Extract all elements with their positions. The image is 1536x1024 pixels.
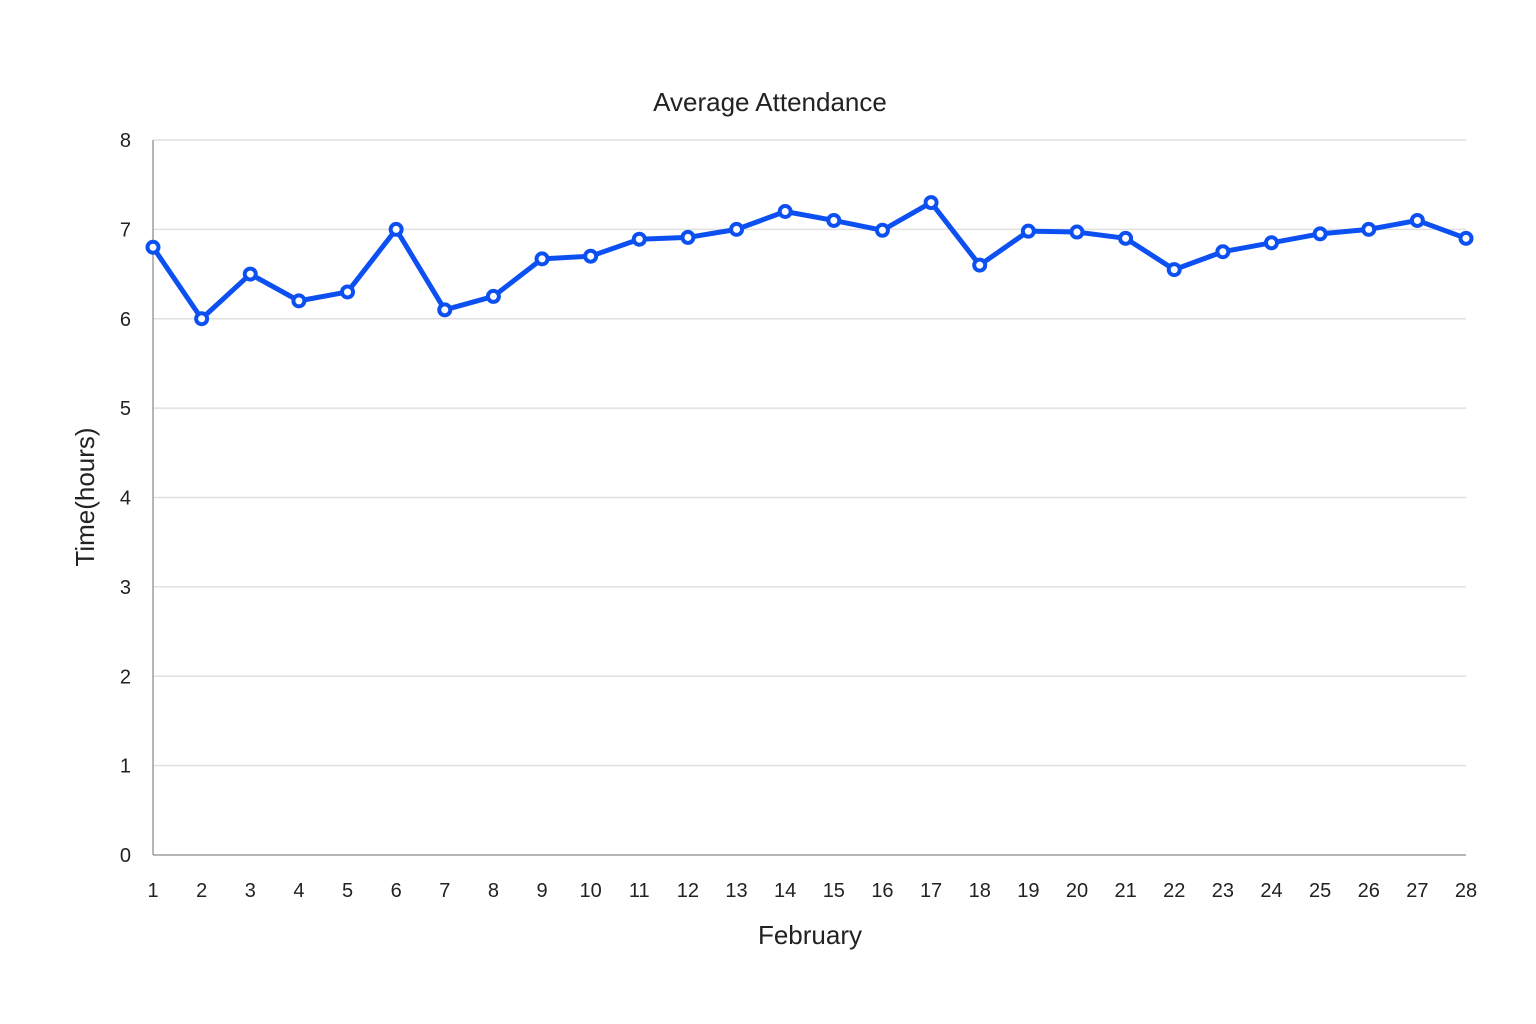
- data-point-20[interactable]: [1069, 224, 1085, 240]
- x-tick-label: 6: [391, 880, 402, 902]
- data-point-7[interactable]: [437, 302, 453, 318]
- data-point-25[interactable]: [1312, 226, 1328, 242]
- data-point-27[interactable]: [1409, 212, 1425, 228]
- data-point-18[interactable]: [972, 257, 988, 273]
- series-layer: [150, 200, 1469, 322]
- y-tick-label: 4: [120, 488, 131, 510]
- x-tick-label: 10: [580, 880, 602, 902]
- data-point-21[interactable]: [1118, 230, 1134, 246]
- x-tick-label: 24: [1260, 880, 1282, 902]
- y-tick-label: 2: [120, 666, 131, 688]
- x-tick-label: 20: [1066, 880, 1088, 902]
- x-tick-label: 17: [920, 880, 942, 902]
- axes: [152, 140, 1466, 856]
- y-tick-label: 8: [120, 130, 131, 152]
- x-tick-label: 26: [1358, 880, 1380, 902]
- chart-title: Average Attendance: [653, 87, 887, 117]
- x-tick-label: 5: [342, 880, 353, 902]
- y-tick-label: 7: [120, 219, 131, 241]
- x-axis-ticks: 1 2 3 4 5 6 7 8 9 10 11 12 13 14 15 16 17 18 19 20 21 22 23 24 2…: [147, 880, 1477, 902]
- data-point-14[interactable]: [777, 204, 793, 219]
- x-tick-label: 2: [196, 880, 207, 902]
- x-tick-label: 12: [677, 880, 699, 902]
- x-tick-label: 27: [1406, 880, 1428, 902]
- data-point-22[interactable]: [1166, 262, 1182, 278]
- series-line: [150, 200, 1469, 322]
- x-tick-label: 16: [871, 880, 893, 902]
- data-point-19[interactable]: [1020, 223, 1036, 239]
- data-point-4[interactable]: [291, 293, 307, 309]
- data-point-24[interactable]: [1263, 235, 1279, 251]
- gridlines: [153, 139, 1466, 767]
- x-tick-label: 28: [1455, 880, 1477, 902]
- y-tick-label: 5: [120, 398, 131, 420]
- data-point-5[interactable]: [340, 284, 356, 300]
- x-tick-label: 13: [725, 880, 747, 902]
- data-point-3[interactable]: [242, 266, 258, 282]
- data-point-28[interactable]: [1458, 230, 1474, 246]
- x-tick-label: 21: [1114, 880, 1136, 902]
- data-point-12[interactable]: [680, 229, 696, 245]
- data-point-13[interactable]: [729, 221, 745, 237]
- data-point-15[interactable]: [826, 212, 842, 228]
- data-points: [145, 195, 1474, 327]
- x-tick-label: 22: [1163, 880, 1185, 902]
- x-tick-label: 1: [147, 880, 158, 902]
- x-tick-label: 18: [969, 880, 991, 902]
- x-tick-label: 9: [536, 880, 547, 902]
- x-tick-label: 14: [774, 880, 796, 902]
- x-tick-label: 3: [245, 880, 256, 902]
- data-point-1[interactable]: [145, 239, 161, 255]
- x-axis-title: February: [758, 920, 862, 950]
- data-point-6[interactable]: [388, 221, 404, 237]
- data-point-16[interactable]: [874, 222, 890, 238]
- data-point-9[interactable]: [534, 251, 550, 267]
- data-point-2[interactable]: [194, 311, 210, 327]
- x-tick-label: 8: [488, 880, 499, 902]
- data-point-8[interactable]: [485, 288, 501, 304]
- data-point-26[interactable]: [1361, 221, 1377, 237]
- x-tick-label: 11: [629, 880, 650, 902]
- y-tick-label: 6: [120, 309, 131, 331]
- x-tick-label: 15: [823, 880, 845, 902]
- x-tick-label: 7: [439, 880, 450, 902]
- x-tick-label: 25: [1309, 880, 1331, 902]
- y-axis-title: Time(hours): [70, 427, 100, 566]
- data-point-23[interactable]: [1215, 244, 1231, 260]
- x-tick-label: 19: [1017, 880, 1039, 902]
- x-tick-label: 4: [293, 880, 304, 902]
- data-point-11[interactable]: [631, 231, 647, 247]
- data-point-10[interactable]: [583, 248, 599, 264]
- y-tick-label: 1: [120, 756, 131, 778]
- y-axis-ticks: 0 1 2 3 4 5 6 7 8: [120, 130, 131, 867]
- data-point-17[interactable]: [923, 195, 939, 211]
- x-tick-label: 23: [1212, 880, 1234, 902]
- y-tick-label: 0: [120, 845, 131, 867]
- y-tick-label: 3: [120, 577, 131, 599]
